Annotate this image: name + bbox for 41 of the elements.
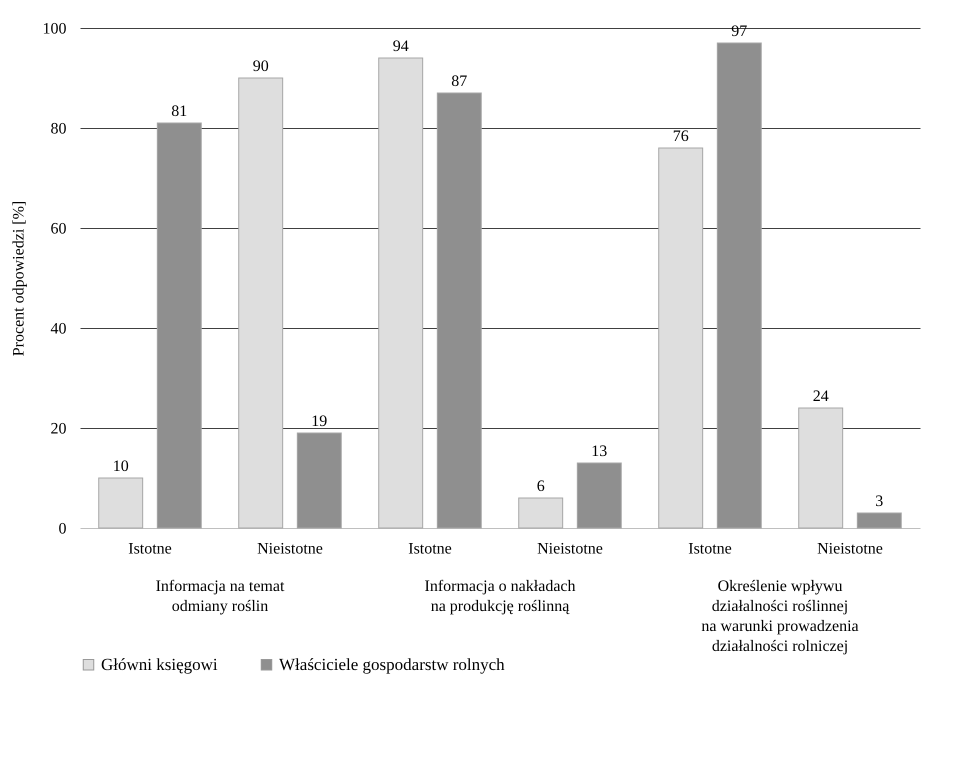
y-tick-label: 100 (42, 20, 66, 38)
legend-label: Główni księgowi (101, 654, 218, 674)
data-label: 24 (812, 388, 829, 405)
x-tick-label: Istotne (128, 540, 172, 558)
y-tick-label: 40 (50, 320, 66, 338)
x-tick-label: Istotne (408, 540, 452, 558)
data-label: 3 (875, 493, 884, 510)
y-axis-title: Procent odpowiedzi [%] (10, 200, 28, 356)
x-tick-label: Nieistotne (817, 540, 883, 558)
bar (378, 58, 424, 528)
bar (856, 512, 902, 528)
y-tick-label: 80 (50, 120, 66, 138)
y-tick-label: 0 (58, 520, 66, 538)
text: Określenie wpływu działalności roślinnej na warunki prowadzenia działalności rolniczej (701, 578, 859, 655)
text: Informacja na temat odmiany roślin (156, 578, 285, 615)
legend-label: Właściciele gospodarstw rolnych (279, 654, 506, 674)
bar (296, 432, 342, 528)
data-label: 81 (171, 103, 188, 120)
y-tick-label: 20 (50, 420, 66, 438)
bar (576, 462, 622, 528)
data-label: 19 (311, 413, 328, 430)
data-label: 6 (536, 478, 545, 495)
data-label: 87 (451, 73, 468, 90)
x-tick-label: Nieistotne (257, 540, 323, 558)
x-tick-label: Istotne (688, 540, 732, 558)
data-label: 76 (672, 128, 689, 145)
bar (436, 92, 482, 528)
bar (156, 122, 202, 528)
x-tick-label: Nieistotne (537, 540, 603, 558)
text: Informacja o nakładach na produkcję roślinną (424, 578, 576, 615)
bar (798, 408, 844, 528)
data-label: 13 (591, 443, 608, 460)
y-tick-label: 60 (50, 220, 66, 238)
bar (98, 478, 144, 528)
bar (238, 78, 284, 528)
data-label: 10 (112, 458, 129, 475)
bar (658, 148, 704, 528)
bar (518, 498, 564, 528)
data-label: 90 (252, 58, 269, 75)
data-label: 94 (392, 38, 409, 55)
bar (716, 42, 762, 528)
